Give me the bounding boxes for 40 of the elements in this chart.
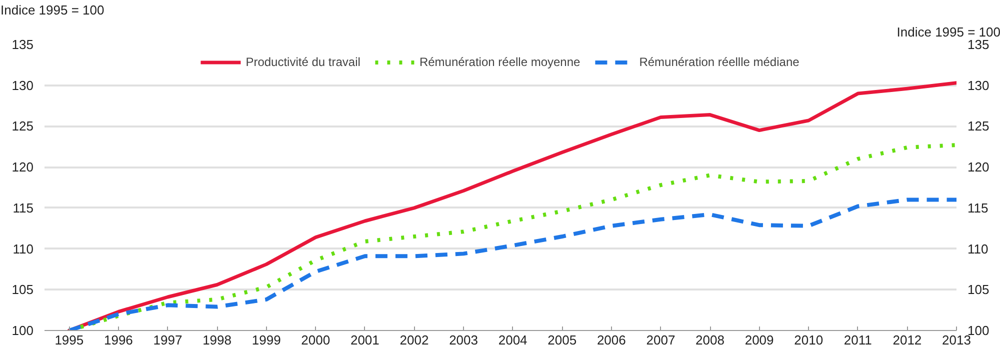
y-tick-label: 120	[12, 160, 34, 175]
x-tick-label: 2005	[548, 332, 577, 348]
x-tick-label: 2003	[449, 332, 478, 348]
x-tick-label: 1995	[54, 332, 84, 348]
y-tick-label: 125	[12, 118, 34, 134]
legend-label: Rémunération réelle moyenne	[419, 55, 580, 69]
y2-tick-label: 125	[968, 118, 990, 134]
y-axis-title: Indice 1995 = 100	[0, 2, 104, 18]
y-tick-label: 110	[12, 241, 34, 256]
x-tick-label: 2010	[794, 332, 824, 348]
y-tick-label: 135	[12, 37, 34, 52]
x-tick-label: 1997	[153, 332, 182, 348]
x-tick-label: 2012	[892, 332, 922, 348]
line-series	[67, 198, 956, 330]
line-series	[67, 81, 956, 330]
y2-tick-label: 120	[968, 160, 990, 175]
y2-axis-title: Indice 1995 = 100	[896, 24, 1000, 40]
y2-tick-label: 110	[968, 241, 988, 256]
x-tick-label: 2000	[301, 332, 330, 348]
y-tick-label: 105	[12, 282, 34, 298]
legend-label: Rémunération réellle médiane	[639, 55, 800, 69]
x-tick-label: 2002	[400, 332, 429, 348]
x-tick-label: 2006	[596, 332, 626, 348]
y2-tick-label: 115	[968, 200, 988, 216]
x-tick-label: 1996	[104, 332, 133, 348]
y-tick-label: 115	[12, 200, 34, 216]
legend-label: Productivité du travail	[246, 55, 360, 69]
y-tick-label: 100	[12, 323, 34, 338]
y2-tick-label: 135	[968, 37, 990, 52]
x-tick-label: 2004	[498, 332, 528, 348]
x-tick-label: 2011	[844, 332, 872, 348]
x-tick-label: 1998	[202, 332, 232, 348]
y-tick-label: 130	[12, 78, 34, 93]
x-tick-label: 2009	[744, 332, 774, 348]
x-tick-label: 1999	[252, 332, 281, 348]
x-tick-label: 2007	[646, 332, 676, 348]
x-tick-label: 2001	[350, 332, 380, 348]
y2-tick-label: 105	[968, 282, 990, 298]
y2-tick-label: 130	[968, 78, 990, 93]
x-tick-label: 2008	[696, 332, 724, 348]
